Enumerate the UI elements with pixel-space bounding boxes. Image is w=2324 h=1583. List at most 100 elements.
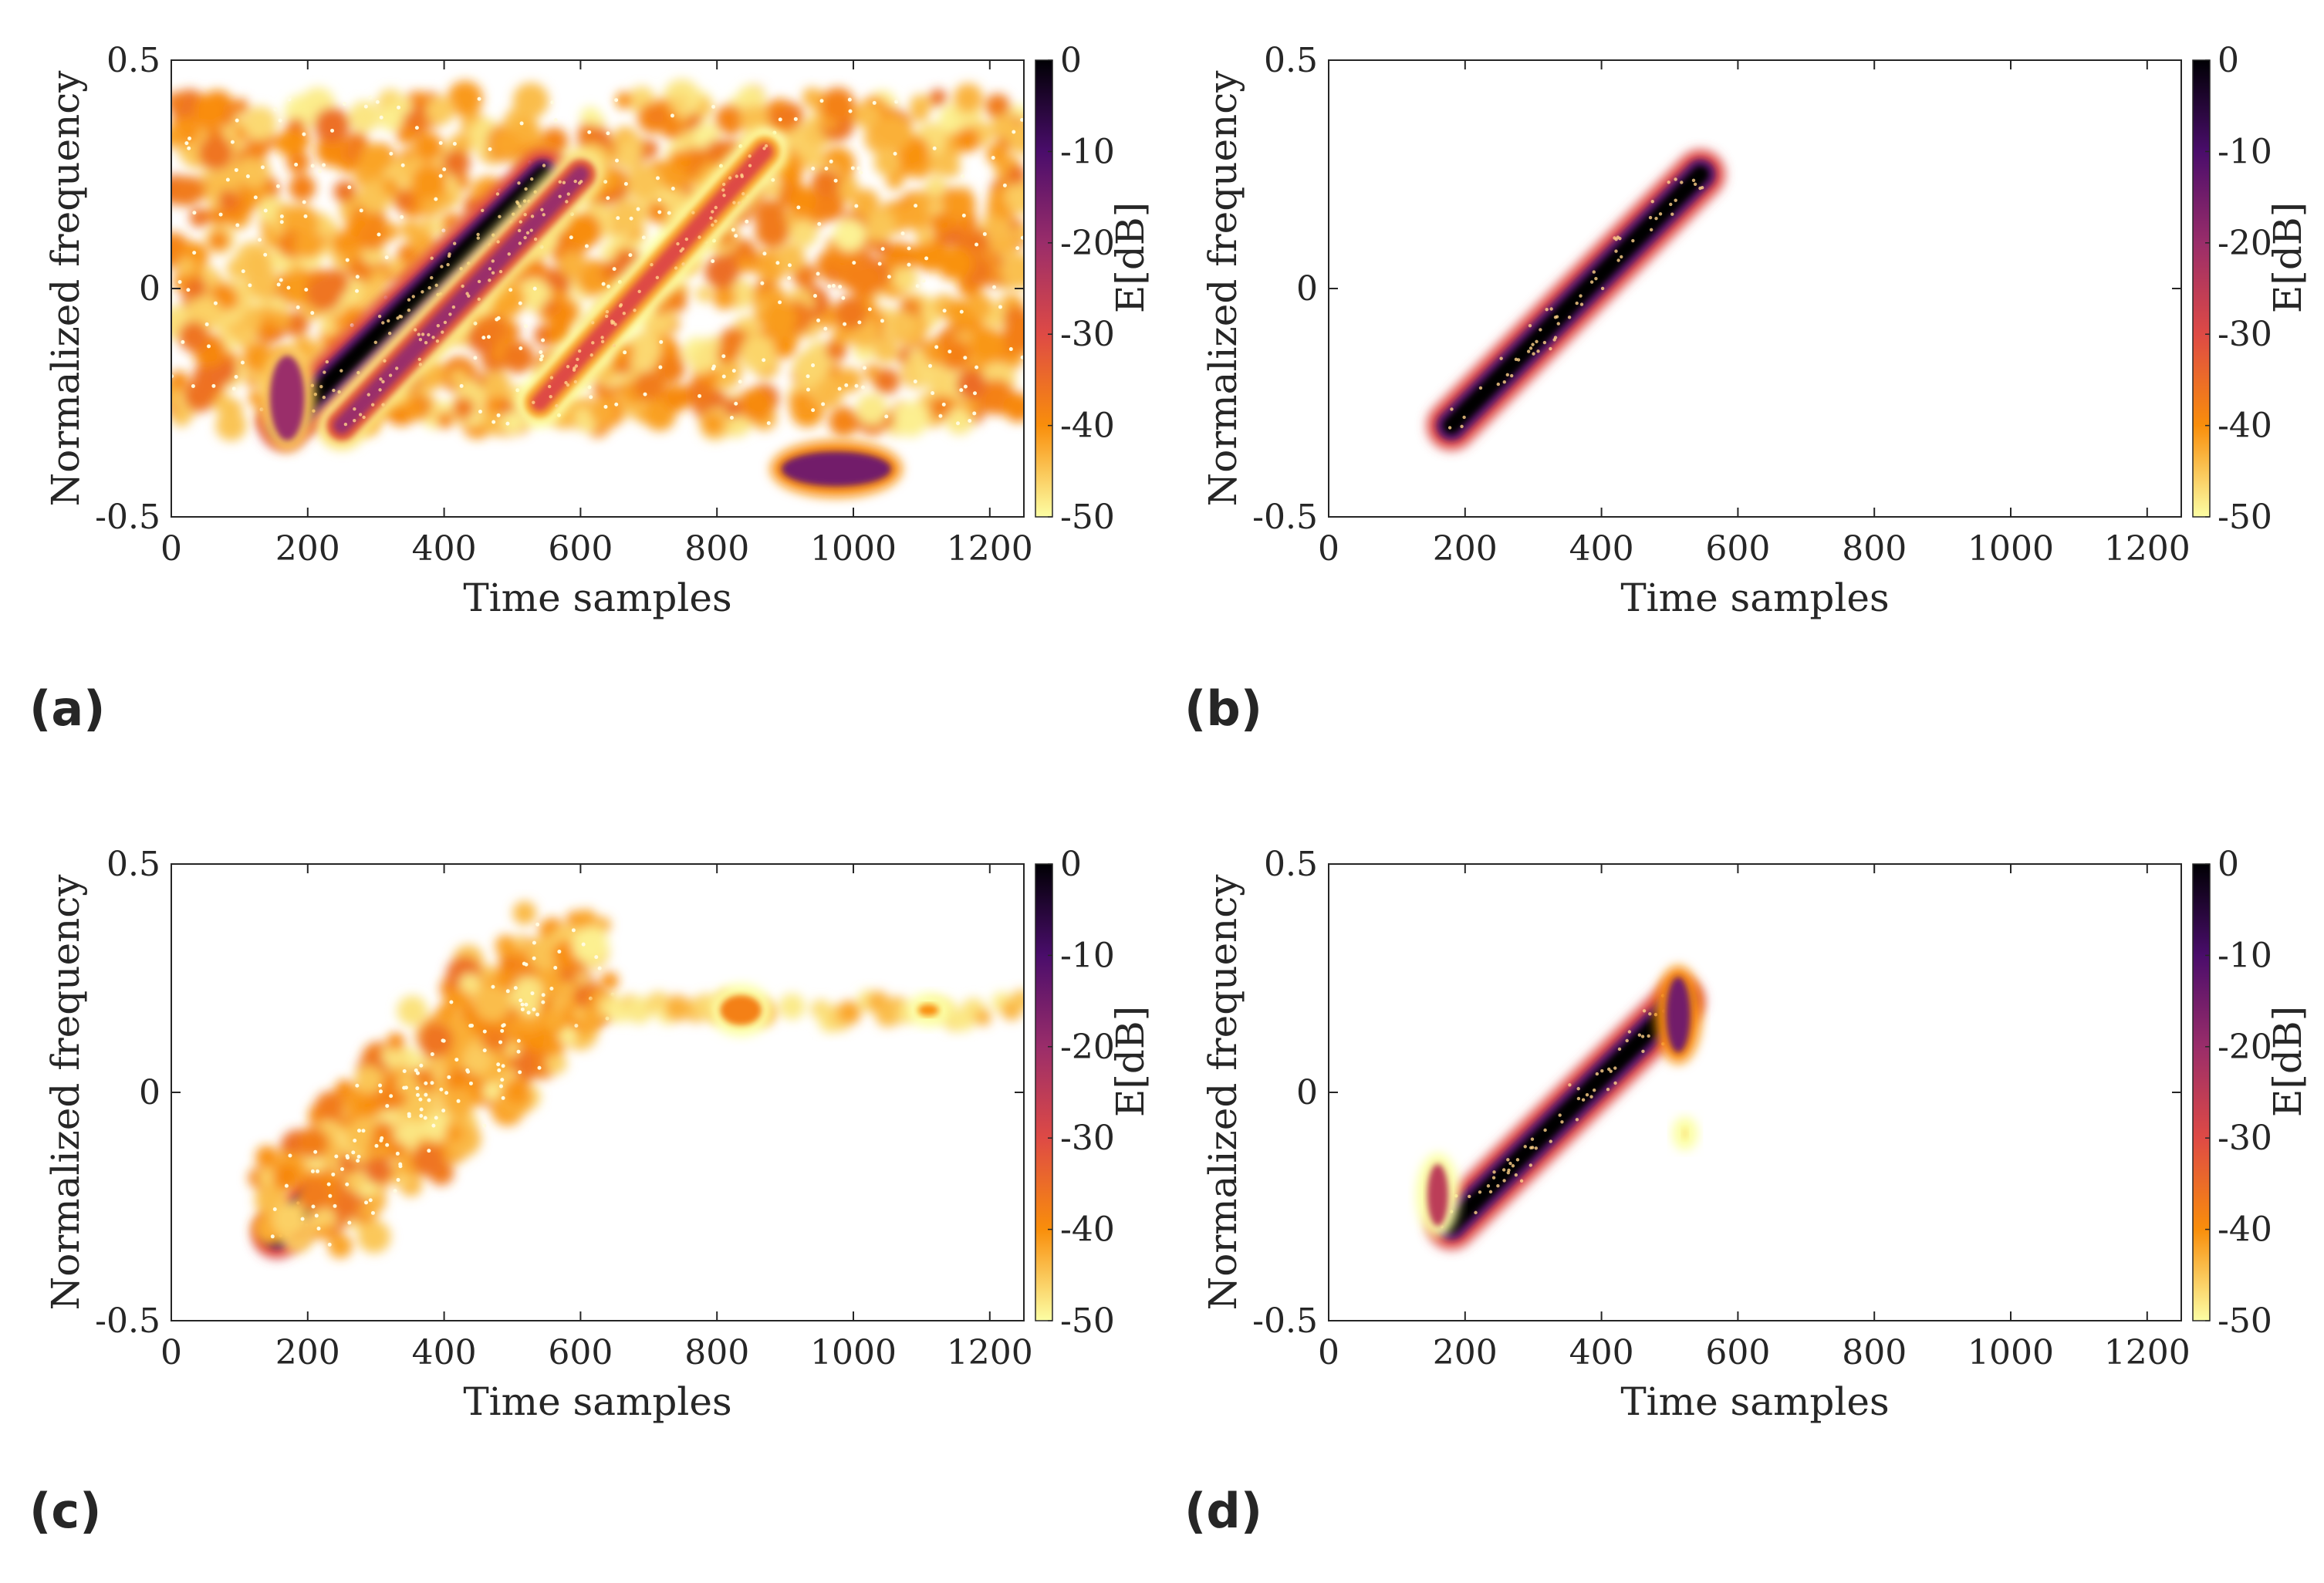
x-tick-label: 200 <box>1433 529 1498 569</box>
noise-dot <box>442 167 447 172</box>
chirp-dot <box>383 359 387 363</box>
y-tick-label: 0.5 <box>106 41 160 80</box>
blob-core <box>781 451 892 487</box>
noise-dot <box>643 392 647 397</box>
noise-blob <box>938 339 971 371</box>
chirp-dot <box>1647 1034 1650 1038</box>
noise-dot <box>395 1151 400 1156</box>
noise-dot <box>389 151 394 156</box>
noise-dot <box>414 1068 418 1072</box>
horizontal-blob <box>975 1009 991 1026</box>
noise-blob <box>600 971 619 991</box>
colorbar-tick-label: -40 <box>1060 407 1115 446</box>
chirp-dot <box>1515 1158 1520 1162</box>
colorbar-tick-label: 0 <box>2218 845 2239 884</box>
noise-blob <box>331 231 355 255</box>
chirp-dot <box>1447 426 1452 430</box>
noise-dot <box>361 1129 366 1133</box>
noise-dot <box>811 408 816 413</box>
noise-dot <box>370 1210 375 1215</box>
noise-dot <box>861 385 866 390</box>
chirp-dot <box>737 201 741 205</box>
noise-blob <box>208 230 229 251</box>
chirp-dot <box>1670 212 1674 216</box>
noise-blob <box>834 296 868 330</box>
chirp-dot <box>698 235 701 239</box>
colorbar-tick-label: 0 <box>1060 41 1082 80</box>
noise-blob <box>1003 392 1024 423</box>
noise-dot <box>884 414 889 419</box>
noise-dot <box>1012 130 1016 134</box>
noise-dot <box>385 1104 390 1109</box>
chirp-dot <box>1460 424 1464 428</box>
noise-dot <box>829 159 833 164</box>
noise-blob <box>916 227 933 245</box>
noise-dot <box>466 1069 471 1074</box>
noise-blob <box>965 292 993 320</box>
noise-blob <box>316 133 350 167</box>
x-tick-label: 0 <box>1318 529 1339 569</box>
noise-dot <box>468 1081 473 1085</box>
noise-dot <box>234 375 238 380</box>
feature-chirp <box>1427 976 1705 1250</box>
panel-label: (b) <box>1184 680 1262 737</box>
noise-dot <box>333 1203 337 1208</box>
chirp-dot <box>1488 1190 1493 1194</box>
noise-dot <box>972 411 977 416</box>
chirp-dot <box>1523 1145 1527 1149</box>
noise-blob <box>863 208 896 242</box>
noise-blob <box>315 1091 345 1121</box>
noise-dot <box>302 132 306 137</box>
noise-blob <box>444 1123 464 1144</box>
colorbar-tick-label: -40 <box>2218 1210 2272 1250</box>
chirp-dot <box>491 259 495 263</box>
chirp-dot <box>721 188 725 192</box>
noise-dot <box>796 205 801 210</box>
noise-blob <box>565 212 603 249</box>
blob-core <box>917 1004 939 1017</box>
noise-dot <box>516 1049 521 1054</box>
noise-blob <box>242 106 278 140</box>
noise-dot <box>404 1085 408 1090</box>
noise-dot <box>364 1200 369 1205</box>
chirp-dot <box>1543 1128 1547 1132</box>
y-tick-label: -0.5 <box>95 498 160 537</box>
noise-dot <box>581 942 586 947</box>
chirp-dot <box>1576 1087 1580 1091</box>
noise-dot <box>434 197 438 201</box>
noise-dot <box>721 354 726 359</box>
y-tick-label: 0 <box>139 1073 160 1112</box>
noise-blob <box>436 410 454 429</box>
chirp-dot <box>1589 1095 1593 1099</box>
noise-blob <box>789 390 814 416</box>
noise-blob <box>192 93 227 128</box>
noise-dot <box>963 384 968 389</box>
noise-dot <box>187 137 192 141</box>
chirp-dot <box>573 366 576 370</box>
colorbar <box>1035 863 1053 1321</box>
plot-area <box>1329 864 2181 1321</box>
chirp-dot <box>1575 1118 1579 1122</box>
noise-dot <box>574 1024 579 1028</box>
noise-blob <box>171 370 188 390</box>
noise-blob <box>740 335 777 372</box>
noise-dot <box>270 1234 275 1239</box>
y-axis-title: Normalized frequency <box>43 874 88 1311</box>
chirp-dot <box>1534 1146 1539 1150</box>
x-tick-label: 200 <box>1433 1333 1498 1372</box>
x-tick-label: 0 <box>160 1333 182 1372</box>
noise-dot <box>441 228 446 233</box>
noise-dot <box>359 208 363 213</box>
noise-dot <box>606 284 611 289</box>
x-tick-label: 1000 <box>1968 529 2054 569</box>
noise-dot <box>589 395 593 400</box>
chirp-dot <box>1502 1179 1506 1183</box>
noise-dot <box>444 1091 449 1095</box>
noise-dot <box>313 1149 318 1154</box>
noise-blob <box>419 218 436 234</box>
noise-dot <box>833 178 838 183</box>
x-tick-label: 800 <box>684 1333 749 1372</box>
chirp-dot <box>605 309 610 314</box>
noise-blob <box>500 955 519 974</box>
chirp-dot <box>709 216 713 220</box>
